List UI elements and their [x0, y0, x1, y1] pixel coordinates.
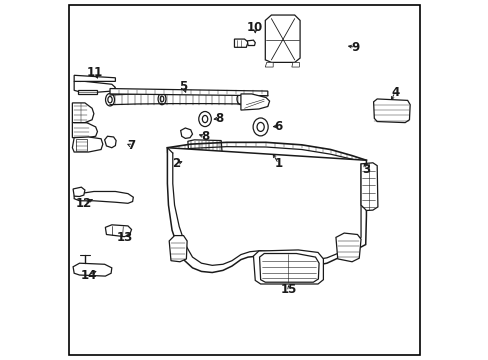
Ellipse shape [105, 93, 114, 106]
Text: 9: 9 [351, 41, 359, 54]
Polygon shape [234, 39, 247, 47]
Polygon shape [253, 250, 323, 284]
Polygon shape [259, 253, 319, 282]
Text: 2: 2 [172, 157, 180, 170]
Text: 4: 4 [390, 86, 398, 99]
Text: 12: 12 [76, 197, 92, 210]
Text: 11: 11 [86, 66, 102, 79]
Polygon shape [73, 187, 85, 197]
Polygon shape [335, 233, 360, 262]
Polygon shape [74, 192, 133, 203]
Polygon shape [167, 148, 366, 273]
Polygon shape [187, 140, 222, 157]
Text: 3: 3 [362, 163, 370, 176]
Text: 8: 8 [201, 130, 209, 144]
Polygon shape [241, 94, 269, 110]
Polygon shape [373, 99, 409, 123]
Ellipse shape [160, 96, 163, 102]
Text: 7: 7 [127, 139, 135, 152]
Polygon shape [104, 136, 116, 148]
Ellipse shape [158, 93, 165, 105]
Ellipse shape [183, 130, 189, 136]
Polygon shape [265, 15, 300, 62]
Ellipse shape [202, 116, 207, 123]
Text: 10: 10 [246, 21, 263, 34]
Polygon shape [72, 137, 102, 152]
Polygon shape [169, 235, 187, 262]
Text: 15: 15 [281, 283, 297, 296]
Text: 8: 8 [215, 112, 223, 125]
Text: 13: 13 [116, 231, 132, 244]
Ellipse shape [253, 118, 267, 136]
Polygon shape [291, 62, 299, 67]
Polygon shape [74, 75, 115, 81]
Polygon shape [72, 123, 97, 138]
Ellipse shape [77, 190, 80, 193]
Ellipse shape [237, 93, 244, 105]
Polygon shape [105, 225, 131, 237]
Ellipse shape [94, 267, 97, 272]
Polygon shape [110, 89, 267, 96]
Text: 14: 14 [80, 269, 97, 282]
Ellipse shape [108, 96, 112, 103]
Text: 1: 1 [274, 157, 282, 170]
Polygon shape [74, 81, 115, 93]
Polygon shape [265, 62, 273, 67]
Text: 5: 5 [179, 80, 187, 93]
Polygon shape [247, 40, 255, 45]
Polygon shape [180, 128, 192, 138]
Ellipse shape [198, 112, 211, 127]
Polygon shape [360, 163, 377, 211]
Ellipse shape [257, 122, 264, 131]
Polygon shape [72, 103, 94, 123]
Polygon shape [73, 263, 112, 276]
Ellipse shape [116, 228, 120, 233]
Polygon shape [78, 90, 97, 94]
Text: 6: 6 [274, 120, 282, 133]
Polygon shape [76, 139, 86, 150]
